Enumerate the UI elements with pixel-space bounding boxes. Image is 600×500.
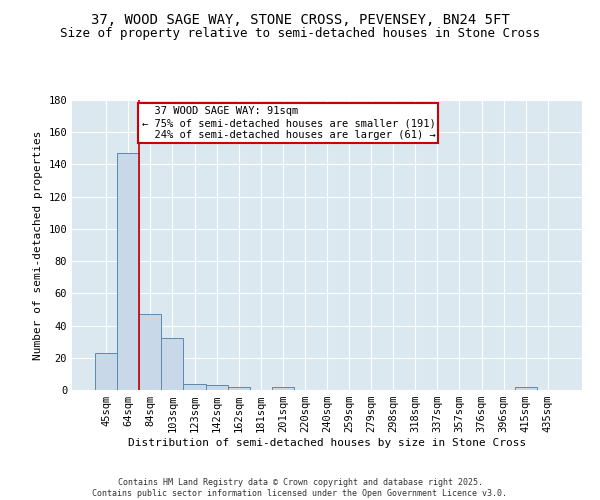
Bar <box>117 153 139 390</box>
Y-axis label: Number of semi-detached properties: Number of semi-detached properties <box>33 130 43 360</box>
Bar <box>95 353 117 390</box>
Bar <box>184 384 206 390</box>
Bar <box>227 387 250 390</box>
Bar <box>139 314 161 390</box>
Bar <box>272 387 294 390</box>
Bar <box>161 338 184 390</box>
X-axis label: Distribution of semi-detached houses by size in Stone Cross: Distribution of semi-detached houses by … <box>128 438 526 448</box>
Bar <box>206 385 227 390</box>
Bar <box>515 387 537 390</box>
Text: 37 WOOD SAGE WAY: 91sqm
← 75% of semi-detached houses are smaller (191)
  24% of: 37 WOOD SAGE WAY: 91sqm ← 75% of semi-de… <box>142 106 435 140</box>
Text: Contains HM Land Registry data © Crown copyright and database right 2025.
Contai: Contains HM Land Registry data © Crown c… <box>92 478 508 498</box>
Text: Size of property relative to semi-detached houses in Stone Cross: Size of property relative to semi-detach… <box>60 28 540 40</box>
Text: 37, WOOD SAGE WAY, STONE CROSS, PEVENSEY, BN24 5FT: 37, WOOD SAGE WAY, STONE CROSS, PEVENSEY… <box>91 12 509 26</box>
